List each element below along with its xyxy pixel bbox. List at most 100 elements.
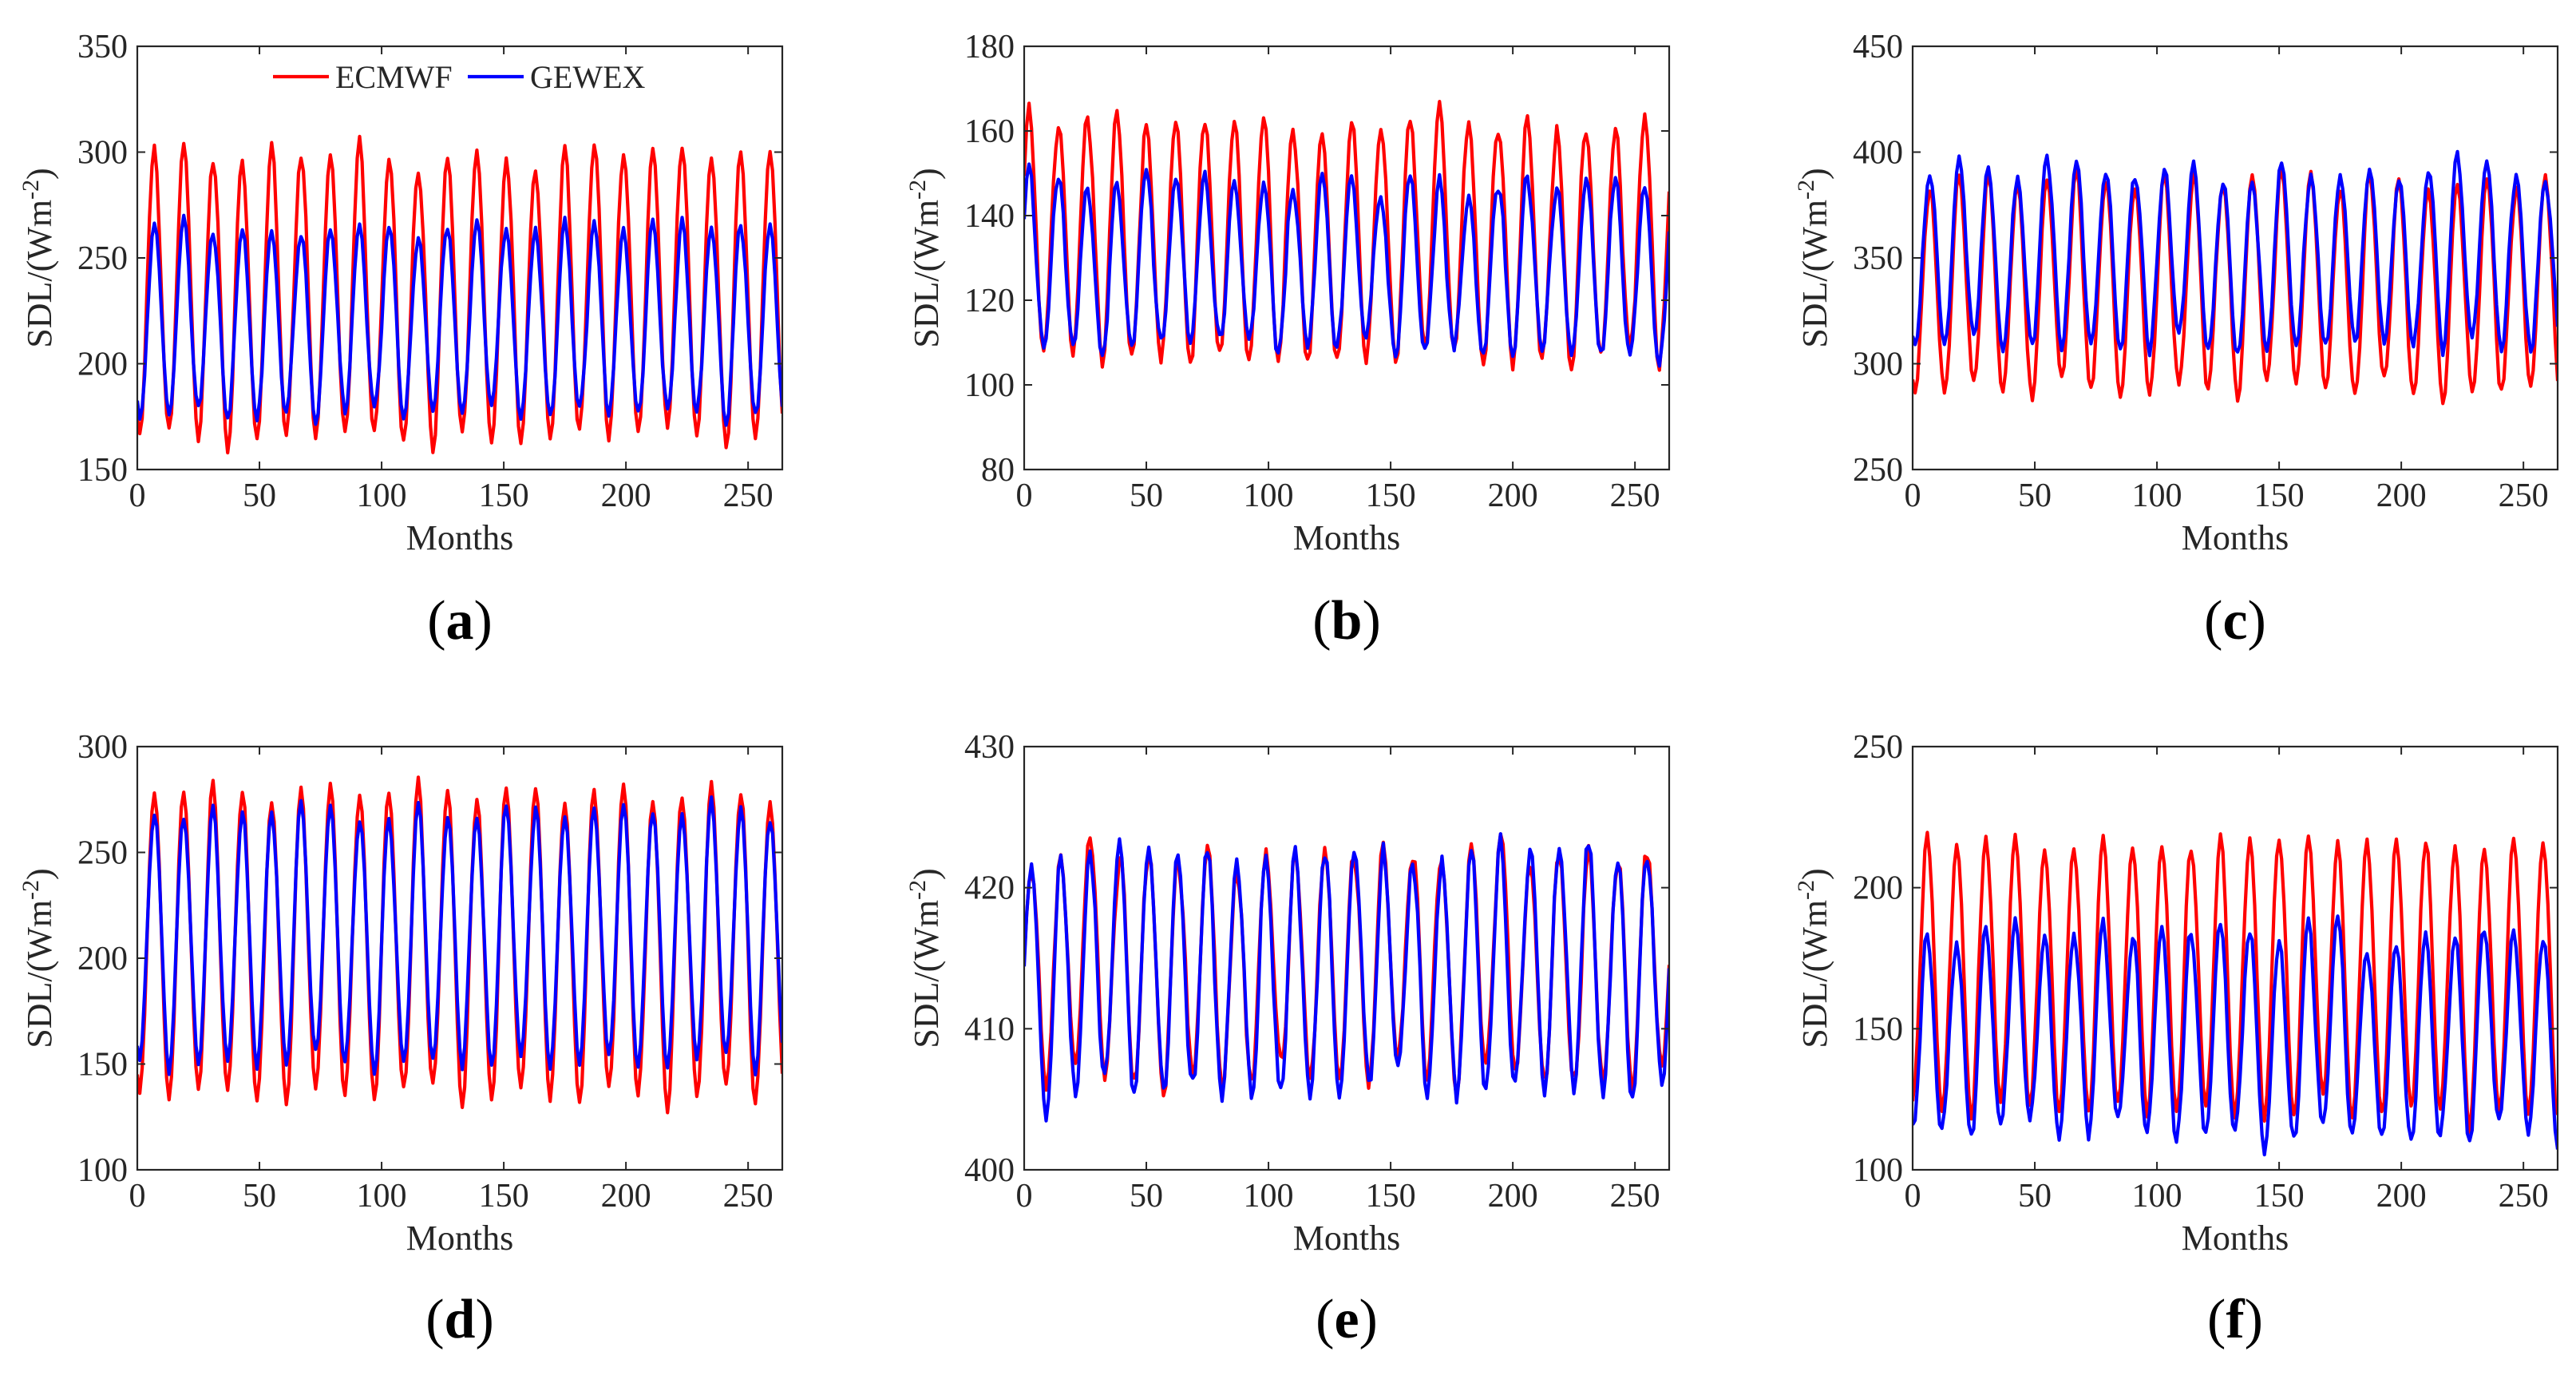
- y-tick-label: 100: [1853, 1152, 1903, 1189]
- panel-label-open: (: [1316, 1289, 1334, 1350]
- y-tick-label: 410: [964, 1011, 1015, 1048]
- series-line-gewex: [137, 795, 782, 1077]
- legend: ECMWF GEWEX: [273, 59, 646, 95]
- y-axis-label-close: ): [1795, 168, 1834, 180]
- y-axis-label: SDL/(Wm-2): [1793, 168, 1835, 347]
- x-tick-label: 100: [1244, 1178, 1294, 1215]
- x-tick-label: 200: [1488, 478, 1538, 514]
- y-axis-label-main: SDL/(Wm: [1795, 900, 1834, 1048]
- panel-label-letter: d: [445, 1289, 476, 1350]
- x-tick-label: 100: [2132, 1178, 2182, 1215]
- panel-label-close: ): [474, 590, 493, 652]
- y-tick-label: 420: [964, 870, 1015, 907]
- x-tick-label: 100: [357, 1178, 407, 1215]
- panel-label-letter: e: [1334, 1289, 1359, 1350]
- panel-label-b: (b): [1312, 590, 1381, 652]
- y-tick-label: 250: [77, 240, 128, 277]
- panel-a: 0 50 100 150 200 250 150 200 250 300 350 Months SDL/…: [18, 29, 784, 652]
- x-tick-label: 200: [1488, 1178, 1538, 1215]
- legend-label-ecmwf: ECMWF: [335, 59, 453, 95]
- x-tick-label: 150: [2254, 478, 2305, 514]
- panel-label-open: (: [2207, 1289, 2226, 1350]
- y-axis-label-close: ): [20, 868, 59, 880]
- y-tick-label: 250: [77, 835, 128, 872]
- y-axis-label-main: SDL/(Wm: [907, 900, 946, 1048]
- y-tick-label: 200: [77, 941, 128, 977]
- y-axis-label-sup: -2: [1793, 880, 1819, 900]
- y-axis-label-sup: -2: [1793, 180, 1819, 200]
- y-tick-label: 250: [1853, 729, 1903, 766]
- x-tick-label: 50: [1130, 478, 1163, 514]
- panel-label-close: ): [475, 1289, 493, 1350]
- x-tick-label: 200: [2376, 478, 2427, 514]
- y-tick-label: 350: [1853, 240, 1903, 277]
- y-axis-label-close: ): [907, 168, 946, 180]
- y-tick-label: 350: [77, 29, 128, 65]
- y-axis-label-close: ): [20, 168, 59, 180]
- series-line-gewex: [1024, 832, 1669, 1123]
- y-tick-label: 430: [964, 729, 1015, 766]
- x-tick-label: 100: [2132, 478, 2182, 514]
- x-tick-label: 200: [2376, 1178, 2427, 1215]
- x-tick-label: 250: [723, 478, 774, 514]
- axes-frame: [1023, 745, 1671, 1171]
- y-tick-label: 100: [964, 367, 1015, 404]
- y-tick-label: 300: [1853, 347, 1903, 383]
- x-tick-label: 50: [1130, 1178, 1163, 1215]
- x-axis-label: Months: [1293, 1219, 1400, 1258]
- panel-label-open: (: [425, 1289, 444, 1350]
- x-axis-label: Months: [2182, 518, 2289, 557]
- panel-label-e: (e): [1316, 1289, 1378, 1350]
- panel-label-letter: a: [446, 590, 474, 652]
- y-tick-label: 80: [981, 452, 1015, 489]
- y-axis-label-close: ): [1795, 868, 1834, 880]
- x-tick-label: 150: [1366, 1178, 1416, 1215]
- x-axis-label: Months: [406, 518, 513, 557]
- x-tick-label: 150: [479, 1178, 529, 1215]
- panel-b: 0 50 100 150 200 250 80 100 120 140 160 180 Months SD…: [904, 29, 1671, 652]
- panel-d: 0 50 100 150 200 250 100 150 200 250 300 Months SDL/…: [18, 729, 784, 1350]
- series-line-gewex: [137, 213, 782, 427]
- y-tick-label: 150: [77, 1047, 128, 1084]
- panel-label-close: ): [1362, 590, 1380, 652]
- x-tick-label: 250: [2499, 478, 2549, 514]
- panel-label-c: (c): [2204, 590, 2266, 652]
- y-tick-label: 400: [964, 1152, 1015, 1189]
- x-axis-label: Months: [406, 1219, 513, 1258]
- y-tick-label: 120: [964, 283, 1015, 319]
- x-tick-label: 250: [1610, 1178, 1660, 1215]
- panel-label-a: (a): [427, 590, 493, 652]
- x-tick-label: 0: [1905, 478, 1921, 514]
- x-tick-label: 50: [243, 1178, 276, 1215]
- panel-label-open: (: [2204, 590, 2222, 652]
- x-axis-label: Months: [1293, 518, 1400, 557]
- y-axis-label-sup: -2: [904, 180, 931, 200]
- y-tick-label: 100: [77, 1152, 128, 1189]
- y-axis-label-sup: -2: [904, 880, 931, 900]
- series-line-ecmwf: [137, 134, 782, 455]
- panel-label-letter: f: [2226, 1289, 2245, 1350]
- panel-label-close: ): [2248, 590, 2266, 652]
- y-tick-label: 150: [77, 452, 128, 489]
- y-axis-label-main: SDL/(Wm: [907, 200, 946, 348]
- x-tick-label: 0: [1016, 1178, 1033, 1215]
- y-axis-label: SDL/(Wm-2): [18, 168, 60, 347]
- axes-frame: [1911, 745, 2559, 1171]
- y-tick-label: 140: [964, 198, 1015, 235]
- panel-label-letter: c: [2222, 590, 2247, 652]
- panel-label-d: (d): [425, 1289, 494, 1350]
- y-axis-label-sup: -2: [18, 880, 44, 900]
- series-line-gewex: [1913, 149, 2558, 358]
- x-tick-label: 200: [601, 478, 651, 514]
- x-tick-label: 200: [601, 1178, 651, 1215]
- x-tick-label: 250: [1610, 478, 1660, 514]
- y-tick-label: 250: [1853, 452, 1903, 489]
- x-tick-label: 0: [129, 478, 146, 514]
- y-axis-label: SDL/(Wm-2): [904, 868, 947, 1048]
- y-tick-label: 300: [77, 729, 128, 766]
- panel-label-close: ): [1359, 1289, 1378, 1350]
- y-axis-label-sup: -2: [18, 180, 44, 200]
- series-line-ecmwf: [1024, 99, 1669, 372]
- y-tick-label: 300: [77, 135, 128, 172]
